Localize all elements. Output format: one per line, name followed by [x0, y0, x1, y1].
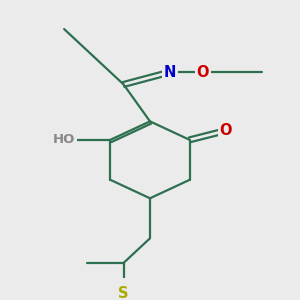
Text: O: O	[196, 64, 209, 80]
Text: O: O	[220, 123, 232, 138]
Text: S: S	[118, 286, 129, 300]
Text: N: N	[164, 64, 176, 80]
Text: HO: HO	[53, 133, 75, 146]
